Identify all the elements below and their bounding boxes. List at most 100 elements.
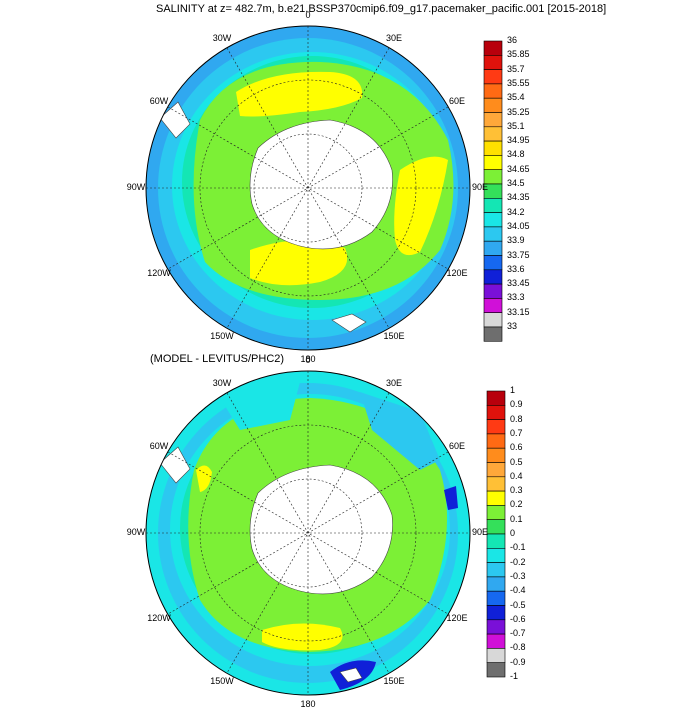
top-colorbar-label: 35.4 [507, 92, 525, 103]
top-lon-label: 60W [149, 96, 169, 106]
top-colorbar-label: 33.6 [507, 263, 525, 274]
bottom-colorbar-cell [486, 648, 506, 664]
top-lon-label: 90E [471, 182, 488, 192]
top-colorbar-label: 35.25 [507, 106, 530, 117]
bottom-colorbar-cell [486, 390, 506, 406]
top-colorbar-label: 34.2 [507, 206, 525, 217]
bottom-difference-map [145, 370, 471, 696]
top-colorbar-label: 33 [507, 321, 518, 331]
top-lon-label: 60E [448, 96, 465, 106]
bottom-colorbar-cell [486, 404, 506, 420]
bottom-lon-label: 60E [448, 441, 465, 451]
bottom-colorbar-cell [486, 576, 506, 592]
top-colorbar-label: 35.55 [507, 77, 530, 88]
top-colorbar-cell [483, 83, 503, 99]
top-salinity-map [145, 25, 471, 351]
top-colorbar-label: 33.75 [507, 249, 530, 260]
bottom-colorbar-label: -0.4 [510, 585, 526, 596]
bottom-colorbar-label: -0.9 [510, 656, 526, 667]
bottom-colorbar-label: 0 [510, 528, 516, 538]
top-colorbar-cell [483, 269, 503, 285]
top-lon-label: 120E [446, 268, 468, 278]
bottom-colorbar-label: -0.2 [510, 556, 526, 567]
bottom-lon-label: 30E [385, 378, 402, 389]
top-colorbar-cell [483, 240, 503, 256]
bottom-colorbar-cell [486, 605, 506, 621]
top-colorbar-label: 33.9 [507, 235, 525, 246]
bottom-lon-label: 120E [446, 613, 468, 623]
bottom-colorbar-label: 0.3 [510, 485, 523, 496]
top-colorbar-label: 34.35 [507, 192, 530, 203]
bottom-colorbar-cell [486, 519, 506, 535]
top-colorbar-cell [483, 112, 503, 128]
bottom-colorbar-label: -1 [510, 671, 519, 681]
bottom-colorbar-cell [486, 562, 506, 578]
bottom-colorbar-cell [486, 533, 506, 549]
top-colorbar-cell [483, 126, 503, 142]
top-colorbar-cell [483, 69, 503, 85]
bottom-colorbar-label: -0.5 [510, 599, 526, 610]
top-colorbar-label: 36 [507, 35, 518, 45]
top-lon-label: 30E [385, 33, 402, 44]
bottom-colorbar-label: 0.1 [510, 513, 523, 524]
bottom-colorbar-cell [486, 547, 506, 563]
top-colorbar-label: 34.5 [507, 178, 525, 188]
top-colorbar-label: 34.05 [507, 220, 530, 231]
bottom-lon-label: 120W [147, 613, 171, 623]
bottom-colorbar-cell [486, 419, 506, 435]
bottom-colorbar-label: 0.2 [510, 499, 523, 510]
top-colorbar-cell [483, 97, 503, 113]
bottom-colorbar-label: 1 [510, 385, 516, 395]
top-colorbar-cell [483, 155, 503, 170]
bottom-lon-label: 150E [383, 675, 405, 686]
bottom-colorbar-cell [486, 476, 506, 492]
top-colorbar-cell [483, 312, 503, 328]
bottom-colorbar-cell [486, 433, 506, 449]
bottom-map-title: (MODEL - LEVITUS/PHC2) [150, 353, 285, 365]
top-colorbar-cell [483, 298, 503, 313]
top-colorbar-label: 33.15 [507, 306, 530, 317]
bottom-colorbar-label: 0.6 [510, 442, 523, 453]
top-colorbar-label: 35.85 [507, 49, 530, 60]
top-lon-label: 0 [305, 10, 311, 20]
bottom-colorbar-label: -0.8 [510, 642, 526, 653]
top-colorbar-label: 33.45 [507, 278, 530, 289]
bottom-colorbar-cell [486, 462, 506, 478]
top-lon-label: 150W [210, 330, 234, 341]
top-colorbar-cell [483, 226, 503, 242]
bottom-lon-label: 30W [212, 378, 232, 389]
bottom-colorbar-cell [486, 662, 506, 678]
bottom-colorbar-label: 0.8 [510, 413, 523, 424]
bottom-colorbar-cell [486, 447, 506, 463]
bottom-colorbar-cell [486, 619, 506, 635]
top-lon-label: 30W [212, 33, 232, 44]
bottom-colorbar-label: -0.3 [510, 570, 526, 581]
bottom-colorbar-label: 0.9 [510, 399, 523, 410]
bottom-colorbar-cell [486, 590, 506, 606]
top-map-title: SALINITY at z= 482.7m, b.e21.BSSP370cmip… [156, 3, 607, 15]
bottom-lon-label: 0 [305, 355, 311, 365]
bottom-colorbar-label: 0.4 [510, 470, 523, 481]
bottom-colorbar [486, 390, 506, 678]
top-lon-label: 180 [300, 354, 316, 364]
top-colorbar-cell [483, 255, 503, 271]
bottom-colorbar-cell [486, 505, 506, 520]
top-colorbar-cell [483, 283, 503, 299]
top-colorbar-label: 34.8 [507, 149, 525, 160]
top-colorbar-cell [483, 140, 503, 156]
top-colorbar-cell [483, 326, 503, 342]
bottom-lon-label: 90E [471, 527, 488, 537]
bottom-colorbar-label: 0.7 [510, 427, 523, 438]
top-colorbar-cell [483, 40, 503, 56]
bottom-lon-label: 90W [126, 527, 146, 537]
top-colorbar-label: 35.7 [507, 63, 525, 74]
bottom-colorbar-cell [486, 490, 506, 506]
top-colorbar-cell [483, 212, 503, 228]
top-lon-label: 120W [147, 268, 171, 278]
bottom-lon-label: 180 [300, 699, 316, 709]
bottom-colorbar-label: -0.6 [510, 613, 526, 624]
top-colorbar-label: 34.95 [507, 135, 530, 146]
top-colorbar [483, 40, 503, 342]
bottom-lon-label: 150W [210, 675, 234, 686]
bottom-lon-label: 60W [149, 441, 169, 451]
